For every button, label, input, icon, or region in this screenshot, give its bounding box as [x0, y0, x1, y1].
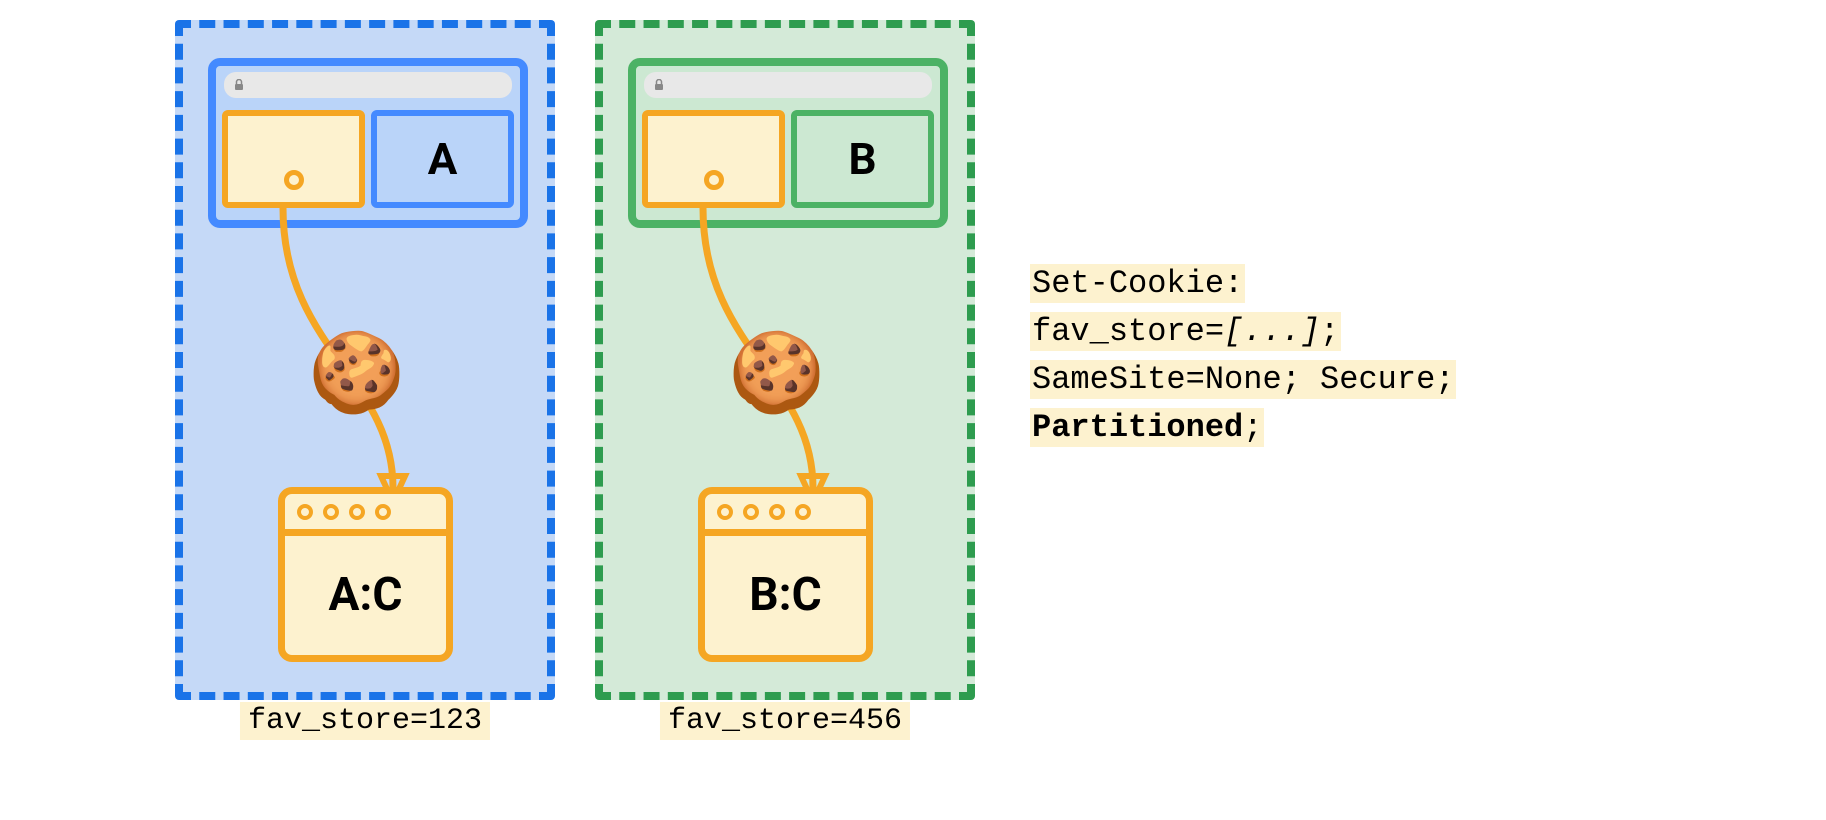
- code-line1: Set-Cookie:: [1030, 264, 1245, 303]
- lock-icon: [234, 79, 244, 91]
- browser-window-b: B: [628, 58, 948, 228]
- connector-dot-a: [284, 170, 304, 190]
- iframe-box-b: [642, 110, 785, 208]
- partition-a: A 🍪 A:C fav_store=123: [175, 20, 555, 700]
- address-bar-b: [644, 72, 932, 98]
- code-line2-ital: [...]: [1224, 313, 1320, 350]
- address-bar-a: [224, 72, 512, 98]
- iframe-box-a: [222, 110, 365, 208]
- caption-a: fav_store=123: [240, 702, 490, 740]
- lock-icon: [654, 79, 664, 91]
- storage-box-a: A:C: [278, 487, 453, 662]
- code-line3: SameSite=None; Secure;: [1030, 360, 1456, 399]
- code-snippet: Set-Cookie: fav_store=[...]; SameSite=No…: [1030, 260, 1456, 452]
- partition-b: B 🍪 B:C fav_store=456: [595, 20, 975, 700]
- code-line4-post: ;: [1243, 409, 1262, 446]
- cookie-icon: 🍪: [308, 328, 405, 419]
- storage-box-b: B:C: [698, 487, 873, 662]
- storage-label-a: A:C: [285, 536, 446, 654]
- code-line4: Partitioned: [1032, 409, 1243, 446]
- cookie-icon: 🍪: [728, 328, 825, 419]
- browser-content-b: B: [636, 110, 940, 208]
- browser-content-a: A: [216, 110, 520, 208]
- site-label-a: A: [371, 110, 514, 208]
- diagram-container: A 🍪 A:C fav_store=123 B: [175, 20, 975, 700]
- storage-label-b: B:C: [705, 536, 866, 654]
- code-line2-pre: fav_store=: [1032, 313, 1224, 350]
- site-label-b: B: [791, 110, 934, 208]
- code-line2-post: ;: [1320, 313, 1339, 350]
- storage-titlebar-b: [705, 494, 866, 536]
- connector-dot-b: [704, 170, 724, 190]
- storage-titlebar-a: [285, 494, 446, 536]
- caption-b: fav_store=456: [660, 702, 910, 740]
- browser-window-a: A: [208, 58, 528, 228]
